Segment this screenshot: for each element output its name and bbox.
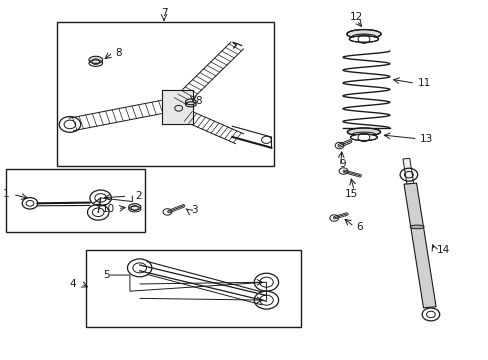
Text: 3: 3: [190, 206, 197, 216]
Bar: [57, 22, 273, 166]
Text: 11: 11: [417, 78, 430, 88]
Text: 5: 5: [103, 270, 109, 280]
Polygon shape: [182, 111, 243, 144]
Ellipse shape: [346, 128, 380, 136]
Text: 8: 8: [195, 96, 202, 106]
Text: 15: 15: [345, 189, 358, 199]
Ellipse shape: [346, 30, 380, 39]
Polygon shape: [172, 42, 243, 106]
Ellipse shape: [128, 204, 141, 210]
Text: 4: 4: [69, 279, 76, 289]
Text: 9: 9: [339, 159, 346, 169]
Polygon shape: [402, 158, 413, 184]
Polygon shape: [403, 183, 435, 308]
Ellipse shape: [409, 225, 423, 229]
Text: 6: 6: [356, 222, 363, 231]
Text: 7: 7: [161, 8, 167, 18]
Polygon shape: [69, 100, 166, 131]
Text: 10: 10: [102, 204, 115, 214]
Text: 13: 13: [419, 134, 432, 144]
Text: 12: 12: [349, 12, 363, 22]
Polygon shape: [161, 90, 193, 125]
Ellipse shape: [185, 99, 196, 105]
Ellipse shape: [348, 36, 378, 42]
Ellipse shape: [89, 56, 102, 63]
Text: 14: 14: [436, 245, 449, 255]
Text: 1: 1: [3, 189, 10, 199]
Bar: [5, 169, 144, 232]
Text: 2: 2: [135, 191, 141, 201]
Text: 8: 8: [115, 48, 122, 58]
Bar: [86, 250, 300, 327]
Ellipse shape: [350, 134, 377, 140]
